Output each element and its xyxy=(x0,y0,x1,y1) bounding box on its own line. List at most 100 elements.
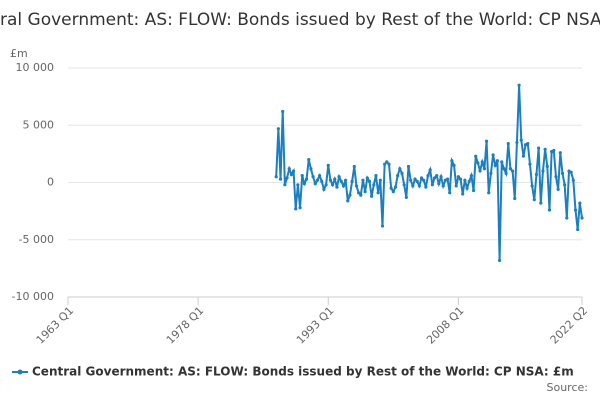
point xyxy=(380,224,385,228)
source: Source: xyxy=(547,381,589,394)
point xyxy=(448,191,452,195)
point xyxy=(294,207,298,211)
point xyxy=(346,199,350,203)
point xyxy=(504,171,508,175)
point xyxy=(285,176,289,180)
point xyxy=(487,191,491,195)
point xyxy=(289,172,293,177)
point xyxy=(330,183,335,187)
point xyxy=(441,184,445,188)
point xyxy=(378,178,382,182)
x-tick-label: 2022 Q2 xyxy=(548,304,591,347)
point xyxy=(278,177,283,181)
point xyxy=(320,179,324,183)
point xyxy=(560,171,565,175)
point xyxy=(365,176,369,180)
point xyxy=(333,177,337,181)
point xyxy=(463,178,467,182)
point xyxy=(283,183,287,187)
point xyxy=(573,208,578,212)
point xyxy=(530,184,534,188)
point xyxy=(322,187,326,191)
point xyxy=(552,148,556,153)
point xyxy=(515,140,519,145)
point xyxy=(304,177,309,181)
point xyxy=(411,184,415,188)
point xyxy=(361,178,365,182)
point xyxy=(495,159,500,163)
y-tick-label: -10 000 xyxy=(12,290,54,303)
point xyxy=(374,174,378,178)
point xyxy=(454,184,458,188)
point xyxy=(326,163,330,167)
point xyxy=(302,182,306,186)
point xyxy=(315,178,320,182)
point xyxy=(415,179,419,183)
point xyxy=(517,83,521,87)
point xyxy=(341,184,346,188)
point xyxy=(547,208,552,212)
point xyxy=(526,141,530,146)
point xyxy=(291,169,296,173)
point xyxy=(404,195,408,199)
y-tick-label: 10 000 xyxy=(16,61,55,74)
point xyxy=(510,169,515,173)
point xyxy=(437,182,441,186)
point xyxy=(461,192,465,196)
point xyxy=(372,183,376,187)
point xyxy=(450,159,454,163)
point xyxy=(402,183,406,187)
point xyxy=(426,174,430,178)
point xyxy=(344,178,348,182)
point xyxy=(300,174,304,178)
point xyxy=(396,174,400,178)
point xyxy=(424,185,428,189)
point xyxy=(497,258,502,262)
point xyxy=(276,127,280,131)
y-tick-label: 5 000 xyxy=(23,118,55,131)
point xyxy=(452,163,456,167)
point xyxy=(398,167,402,171)
point xyxy=(383,162,387,166)
point xyxy=(432,176,437,180)
point xyxy=(545,164,549,169)
point xyxy=(324,183,328,187)
x-tick-label: 2008 Q1 xyxy=(424,304,467,347)
point xyxy=(480,160,484,164)
point xyxy=(376,191,380,195)
point xyxy=(385,160,389,164)
point xyxy=(484,139,489,143)
point xyxy=(513,196,517,201)
point xyxy=(558,151,562,155)
point xyxy=(417,184,421,188)
point xyxy=(335,185,339,189)
point xyxy=(298,206,302,210)
point xyxy=(281,109,285,114)
point xyxy=(363,190,367,194)
series-line xyxy=(275,85,583,261)
point xyxy=(357,191,361,195)
point xyxy=(519,138,523,142)
point xyxy=(439,175,443,179)
point xyxy=(537,146,541,150)
point xyxy=(563,183,567,187)
point xyxy=(428,168,432,172)
point xyxy=(469,174,473,178)
point xyxy=(521,154,526,158)
point xyxy=(478,169,482,173)
point xyxy=(554,175,558,179)
point xyxy=(541,169,545,173)
chart-title: Central Government: AS: FLOW: Bonds issu… xyxy=(0,10,600,30)
point xyxy=(445,177,450,181)
point xyxy=(337,175,341,179)
point xyxy=(406,164,411,169)
point xyxy=(528,162,532,166)
point xyxy=(435,174,439,178)
point xyxy=(482,167,487,171)
point xyxy=(458,177,463,181)
y-tick-label: -5 000 xyxy=(19,233,54,246)
point xyxy=(456,175,460,179)
point xyxy=(370,194,374,198)
point xyxy=(307,158,311,162)
point xyxy=(317,174,322,178)
